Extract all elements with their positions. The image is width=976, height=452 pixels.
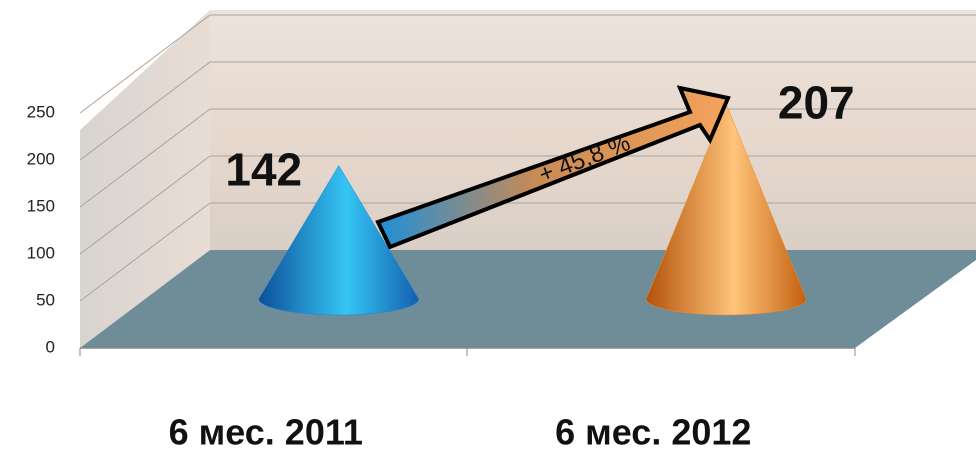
y-tick-label: 100 — [27, 243, 55, 262]
grid-line — [79, 61, 211, 161]
grid-line — [79, 108, 211, 208]
cones — [258, 103, 807, 316]
data-label: 142 — [225, 144, 302, 196]
grid-line — [79, 155, 211, 255]
grid-line — [79, 14, 211, 114]
floor — [80, 250, 976, 348]
y-tick-label: 200 — [27, 149, 55, 168]
y-tick-label: 250 — [27, 102, 55, 121]
labels: 0 50 100 150 200 250 6 мес. 2011 142 6 мес. 2012… — [27, 77, 855, 452]
y-tick-label: 150 — [27, 196, 55, 215]
x-tick-label: 6 мес. 2012 — [555, 412, 751, 452]
y-tick-label: 50 — [36, 290, 55, 309]
cone — [258, 165, 420, 316]
back-wall — [210, 10, 976, 250]
grid-line — [79, 202, 211, 302]
data-label: 207 — [778, 77, 855, 129]
side-wall — [80, 10, 210, 348]
x-tick-label: 6 мес. 2011 — [169, 412, 363, 452]
cone — [645, 103, 807, 316]
y-tick-label: 0 — [46, 337, 55, 356]
arrow — [375, 85, 731, 250]
